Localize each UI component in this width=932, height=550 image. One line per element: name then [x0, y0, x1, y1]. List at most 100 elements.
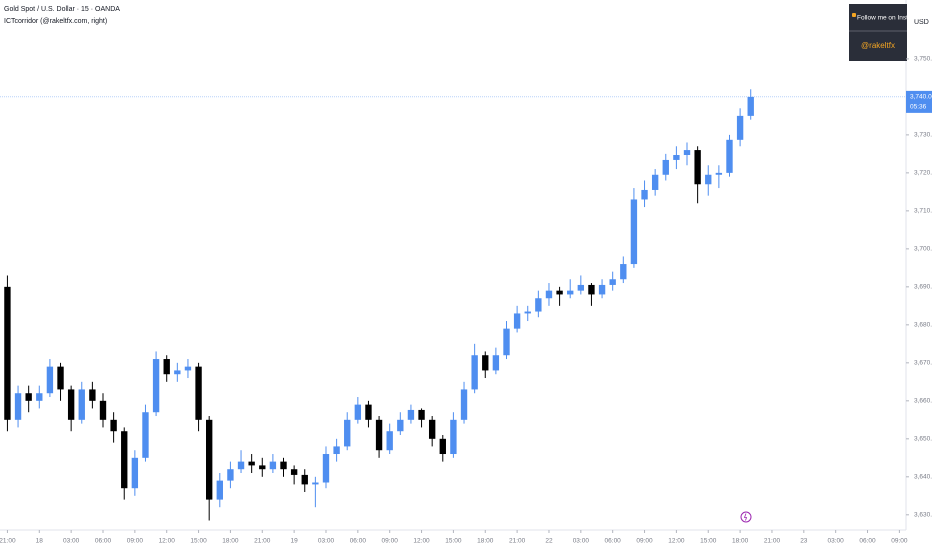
chart-title[interactable]: Gold Spot / U.S. Dollar · 15 · OANDA: [4, 6, 120, 13]
candle-body: [630, 199, 638, 265]
candle-body: [545, 290, 553, 299]
candle: [673, 146, 680, 170]
candle-body: [322, 454, 330, 483]
x-tick-label: 21:00: [509, 538, 526, 545]
candle-body: [609, 279, 616, 285]
candle-body: [482, 355, 489, 371]
event-circle[interactable]: [740, 511, 752, 523]
x-tick-label: 23: [800, 538, 808, 545]
candle-body: [99, 400, 107, 420]
candle-body: [567, 290, 574, 295]
candle-body: [344, 419, 351, 447]
candle-body: [450, 419, 457, 455]
y-tick-label: 3,700.000: [914, 246, 932, 253]
candle-body: [237, 461, 245, 470]
candle: [598, 279, 606, 299]
candle: [216, 473, 223, 508]
plot-area: [4, 89, 754, 521]
candle-body: [365, 404, 372, 420]
candle-body: [651, 174, 659, 190]
candle-body: [418, 409, 425, 420]
candle: [195, 362, 202, 432]
y-tick-label: 3,750.000: [914, 56, 932, 63]
candle: [280, 457, 287, 477]
candle-body: [195, 366, 202, 420]
candle: [99, 393, 107, 428]
candle: [163, 355, 170, 382]
candle: [609, 271, 616, 291]
candle: [439, 435, 446, 462]
promo-icon: [852, 13, 856, 17]
candle: [567, 279, 574, 299]
countdown-label: 05:36: [910, 104, 927, 111]
candle: [513, 305, 521, 333]
y-tick-label: 3,730.000: [914, 132, 932, 139]
candle-body: [333, 446, 340, 455]
candle: [726, 134, 733, 177]
candle: [269, 454, 277, 474]
promo-background: [849, 4, 907, 61]
candle: [152, 351, 160, 417]
x-tick-label: 18: [36, 538, 44, 545]
candle: [25, 385, 32, 413]
x-tick-label: 12:00: [668, 538, 685, 545]
candle: [577, 275, 585, 295]
candle-body: [736, 115, 744, 140]
y-tick-label: 3,670.000: [914, 360, 932, 367]
candle-body: [4, 286, 11, 420]
candle: [715, 165, 723, 189]
candle-body: [301, 474, 308, 485]
candle-body: [163, 359, 170, 375]
candle-body: [683, 150, 691, 156]
candle-body: [620, 264, 627, 280]
candle: [110, 412, 117, 443]
candle-body: [110, 419, 117, 432]
x-tick-label: 19: [291, 538, 299, 545]
candle-body: [673, 155, 680, 160]
promo-handle[interactable]: @rakeltfx: [861, 41, 895, 50]
candle: [705, 165, 712, 196]
candle: [89, 381, 96, 409]
x-tick-label: 15:00: [700, 538, 717, 545]
candle-body: [492, 355, 500, 371]
x-tick-label: 09:00: [636, 538, 653, 545]
candle: [397, 412, 404, 436]
candle-body: [216, 480, 223, 500]
event-marker[interactable]: [740, 511, 752, 523]
candle-body: [248, 461, 255, 466]
candle-body: [641, 189, 648, 200]
y-tick-label: 3,630.000: [914, 512, 932, 519]
x-tick-label: 18:00: [732, 538, 749, 545]
candle-body: [747, 96, 754, 116]
indicator-label[interactable]: ICTcorridor (@rakeltfx.com, right): [4, 18, 107, 25]
candle-body: [25, 393, 32, 401]
candle: [460, 381, 468, 424]
candle: [736, 108, 744, 147]
candle-body: [662, 159, 669, 175]
x-tick-label: 15:00: [190, 538, 207, 545]
candle-body: [556, 290, 563, 295]
candle-body: [46, 366, 54, 394]
candle: [556, 286, 563, 306]
candle-body: [14, 393, 22, 420]
candle: [418, 408, 425, 428]
currency-label[interactable]: USD: [914, 19, 929, 26]
candle: [205, 416, 213, 521]
last-price-badge: [906, 90, 932, 113]
candle: [333, 438, 340, 462]
candle-body: [131, 457, 139, 489]
candle: [651, 169, 659, 196]
y-tick-label: 3,680.000: [914, 322, 932, 329]
candle-body: [439, 438, 446, 455]
candle-body: [78, 389, 85, 420]
x-tick-label: 15:00: [445, 538, 462, 545]
candle: [301, 469, 308, 493]
candle-body: [290, 469, 298, 475]
x-tick-label: 03:00: [63, 538, 80, 545]
x-tick-label: 21:00: [254, 538, 271, 545]
y-tick-label: 3,640.000: [914, 474, 932, 481]
candle: [142, 404, 149, 462]
candle: [630, 188, 638, 268]
